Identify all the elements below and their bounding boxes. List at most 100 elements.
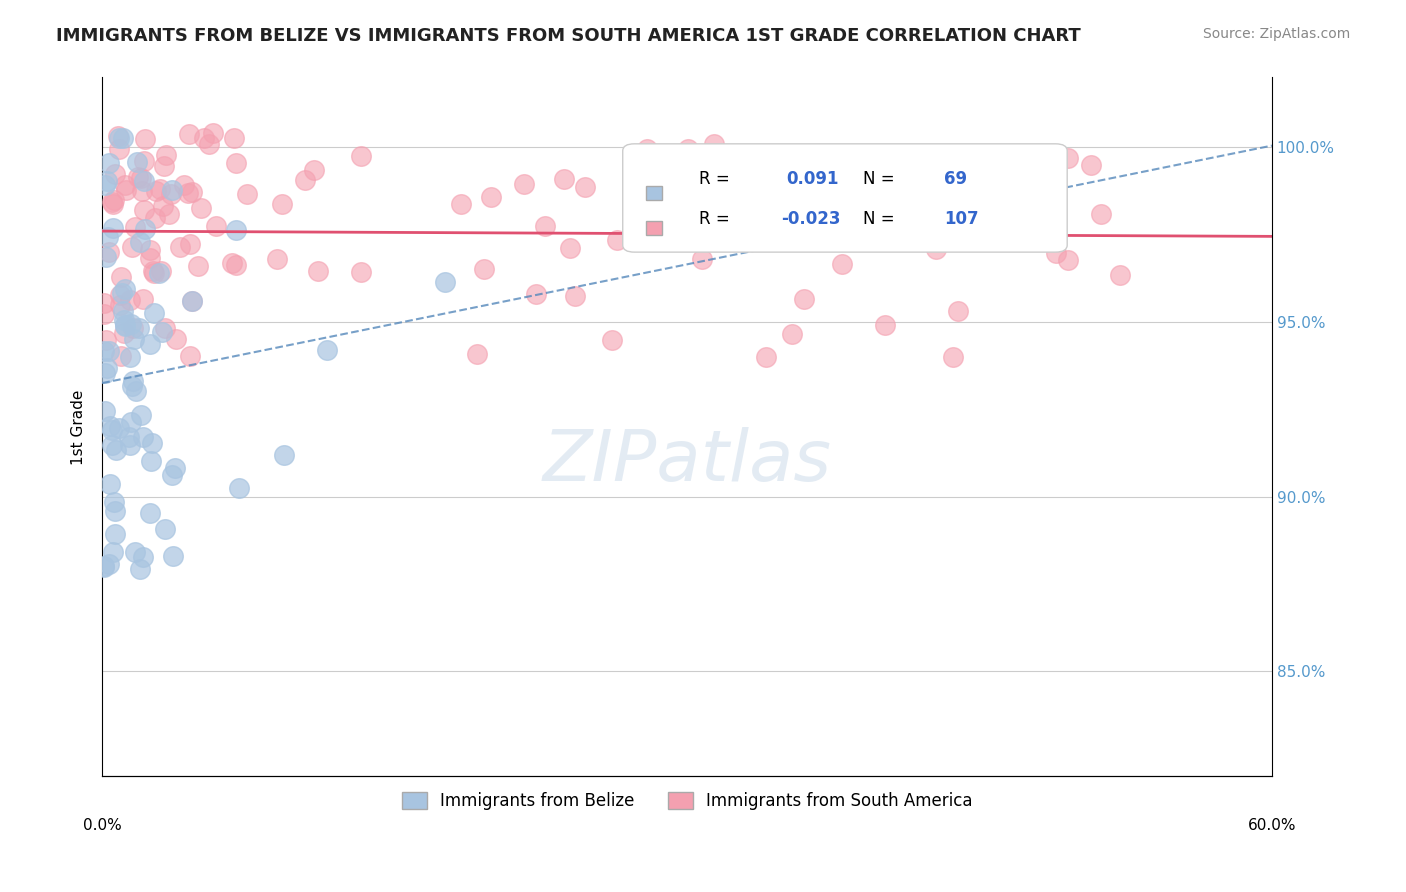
Point	[93, 296, 115, 310]
Point	[139, 251, 162, 265]
Point	[128, 320, 150, 334]
Point	[225, 258, 247, 272]
Point	[132, 550, 155, 565]
Point	[564, 289, 586, 303]
Point	[273, 448, 295, 462]
Point	[121, 240, 143, 254]
Point	[129, 235, 152, 250]
Point	[93, 343, 115, 358]
Point	[481, 189, 503, 203]
Legend: Immigrants from Belize, Immigrants from South America: Immigrants from Belize, Immigrants from …	[395, 785, 979, 817]
Point	[141, 453, 163, 467]
Point	[142, 306, 165, 320]
Point	[97, 557, 120, 571]
Point	[157, 206, 180, 220]
Point	[307, 263, 329, 277]
Point	[98, 245, 121, 260]
Point	[831, 257, 853, 271]
Point	[145, 184, 167, 198]
Point	[101, 195, 124, 210]
Point	[114, 183, 136, 197]
Point	[160, 187, 183, 202]
Point	[118, 430, 141, 444]
Point	[98, 419, 121, 434]
Point	[122, 332, 145, 346]
Point	[148, 266, 170, 280]
Point	[141, 436, 163, 450]
Point	[524, 286, 547, 301]
Point	[112, 131, 135, 145]
FancyBboxPatch shape	[647, 221, 662, 235]
Point	[94, 250, 117, 264]
Point	[149, 182, 172, 196]
FancyBboxPatch shape	[623, 144, 1067, 252]
Point	[1109, 268, 1132, 282]
Point	[103, 193, 125, 207]
Text: -0.023: -0.023	[780, 210, 841, 227]
Point	[110, 349, 132, 363]
Point	[1012, 179, 1035, 194]
Point	[93, 558, 115, 573]
Point	[558, 241, 581, 255]
Point	[97, 156, 120, 170]
Point	[153, 522, 176, 536]
Point	[94, 366, 117, 380]
Point	[224, 131, 246, 145]
Point	[1057, 252, 1080, 267]
Point	[780, 327, 803, 342]
Point	[266, 252, 288, 267]
Point	[97, 343, 120, 358]
Text: 107: 107	[945, 210, 979, 227]
Point	[450, 196, 472, 211]
Point	[942, 350, 965, 364]
Point	[104, 527, 127, 541]
Point	[731, 216, 754, 230]
Point	[879, 186, 901, 201]
Point	[121, 379, 143, 393]
Point	[104, 503, 127, 517]
Point	[165, 460, 187, 475]
Point	[221, 256, 243, 270]
Point	[93, 560, 115, 574]
Point	[678, 142, 700, 156]
Point	[103, 494, 125, 508]
Point	[114, 318, 136, 333]
Text: R =: R =	[699, 169, 730, 187]
Point	[108, 298, 131, 312]
Point	[804, 188, 827, 202]
Text: ZIPatlas: ZIPatlas	[543, 427, 831, 496]
Point	[103, 545, 125, 559]
Point	[690, 252, 713, 266]
Point	[125, 155, 148, 169]
Point	[198, 137, 221, 152]
Point	[125, 384, 148, 399]
Point	[118, 438, 141, 452]
Point	[703, 137, 725, 152]
Point	[108, 142, 131, 156]
Point	[101, 438, 124, 452]
Point	[138, 506, 160, 520]
Point	[132, 153, 155, 168]
Point	[94, 178, 117, 192]
Point	[101, 196, 124, 211]
Point	[134, 203, 156, 218]
Point	[225, 223, 247, 237]
Point	[228, 481, 250, 495]
Point	[793, 292, 815, 306]
Point	[1080, 158, 1102, 172]
Text: Source: ZipAtlas.com: Source: ZipAtlas.com	[1202, 27, 1350, 41]
Point	[114, 178, 136, 192]
Point	[118, 293, 141, 307]
Point	[132, 174, 155, 188]
Point	[96, 174, 118, 188]
Point	[946, 303, 969, 318]
Text: N =: N =	[862, 169, 894, 187]
Point	[155, 148, 177, 162]
Text: 0.091: 0.091	[786, 169, 839, 187]
Point	[152, 199, 174, 213]
Point	[553, 172, 575, 186]
Point	[165, 332, 187, 346]
Point	[131, 292, 153, 306]
Point	[316, 343, 339, 358]
Point	[160, 183, 183, 197]
